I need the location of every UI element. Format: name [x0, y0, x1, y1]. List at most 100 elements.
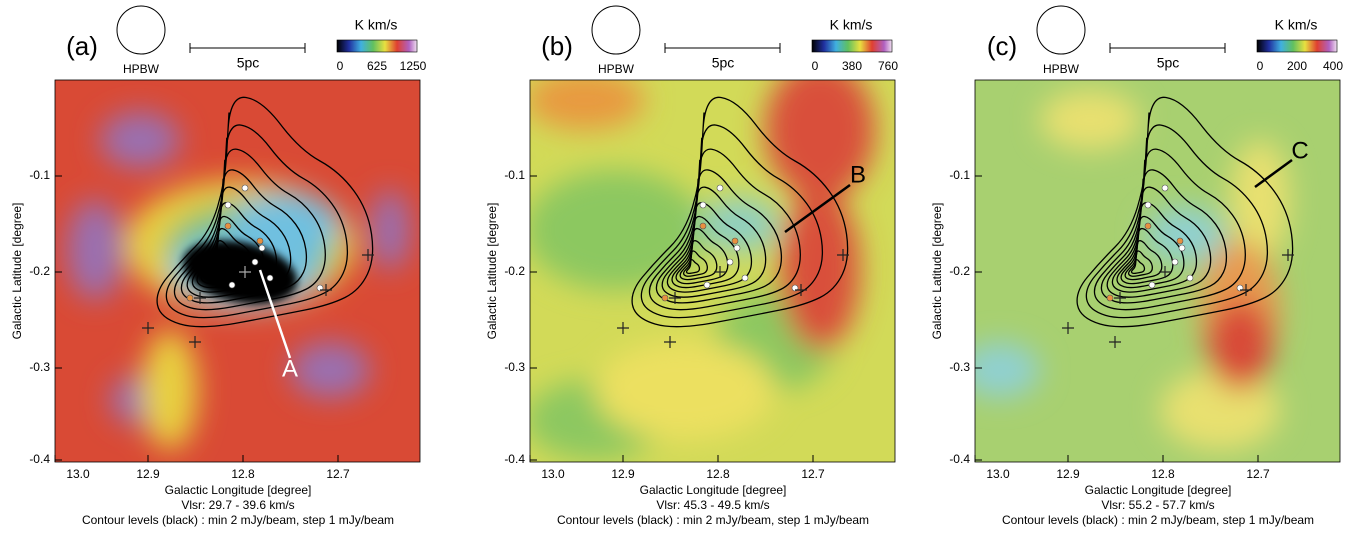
y-tick-label: -0.1 — [949, 168, 970, 182]
source-cross — [1114, 292, 1126, 304]
source-marker — [1144, 201, 1152, 209]
source-marker — [241, 184, 249, 192]
colorbar-tick-label: 760 — [878, 59, 898, 73]
x-tick-label: 13.0 — [986, 467, 1010, 481]
emission-blob — [100, 112, 180, 168]
contour — [679, 240, 718, 281]
y-tick-label: -0.1 — [504, 168, 525, 182]
colorbar — [336, 39, 418, 53]
contour — [165, 124, 349, 319]
annotation-label: C — [1291, 137, 1308, 164]
map-background — [975, 80, 1340, 462]
emission-blob — [595, 340, 775, 440]
contour — [173, 148, 326, 311]
scale-label: 5pc — [712, 55, 735, 71]
emission-blob — [1040, 90, 1140, 150]
source-marker — [699, 201, 707, 209]
source-marker — [1106, 294, 1114, 302]
source-marker — [1144, 222, 1152, 230]
map-frame — [974, 79, 1341, 463]
panel-label: (c) — [987, 31, 1017, 61]
source-marker — [699, 222, 707, 230]
contour — [186, 186, 292, 298]
contour — [1120, 227, 1174, 285]
source-cross — [142, 322, 154, 334]
scale-label: 5pc — [1157, 55, 1180, 71]
source-marker — [251, 258, 259, 266]
colorbar — [811, 39, 893, 53]
x-axis-title: Galactic Longitude [degree] — [1085, 483, 1232, 497]
x-tick-label: 12.8 — [1151, 467, 1175, 481]
contour — [1085, 124, 1269, 319]
emission-blob — [1208, 300, 1272, 390]
x-tick-label: 12.9 — [1056, 467, 1080, 481]
panel: B (b) HPBW 5pc K km/s 0 380 760 13.0 12.9 12.8 12.7… — [485, 5, 898, 527]
annotation-label: A — [282, 355, 298, 382]
beam-label: HPBW — [1043, 62, 1080, 76]
scale-bar — [664, 43, 781, 53]
map — [530, 80, 895, 462]
x-tick-label: 12.7 — [801, 467, 825, 481]
contour — [204, 240, 243, 281]
source-marker — [1148, 281, 1156, 289]
contour — [675, 227, 729, 285]
scale-bar — [189, 43, 306, 53]
source-cross — [320, 284, 332, 296]
contour — [1106, 186, 1212, 298]
emission-blob — [530, 80, 645, 130]
annotation-line — [1254, 158, 1293, 189]
source-cross — [669, 292, 681, 304]
x-tick-label: 12.8 — [706, 467, 730, 481]
source-marker — [731, 237, 739, 245]
velocity-range: Vlsr: 45.3 - 49.5 km/s — [656, 498, 769, 512]
panel: A (a) HPBW 5pc K km/s 0 625 1250 13.0 12.9 12.8 12.… — [10, 5, 427, 527]
source-marker — [258, 244, 266, 252]
source-marker — [741, 274, 749, 282]
source-marker — [716, 184, 724, 192]
source-marker — [224, 201, 232, 209]
emission-blob — [1160, 370, 1280, 450]
map — [975, 80, 1340, 462]
contour — [1076, 96, 1294, 328]
contour — [156, 96, 374, 328]
x-tick-label: 12.9 — [136, 467, 160, 481]
contour — [207, 250, 233, 277]
map-frame — [529, 79, 896, 463]
colorbar-tick-label: 0 — [337, 59, 344, 73]
beam-label: HPBW — [598, 62, 635, 76]
emission-blob — [700, 197, 780, 253]
y-tick-label: -0.2 — [29, 264, 50, 278]
source-cross — [1062, 322, 1074, 334]
colorbar-tick-label: 625 — [367, 59, 387, 73]
colorbar-tick-label: 400 — [1323, 59, 1343, 73]
contour — [685, 258, 701, 275]
x-axis-title: Galactic Longitude [degree] — [640, 483, 787, 497]
colorbar — [1256, 39, 1338, 53]
source-cross — [664, 336, 676, 348]
velocity-range: Vlsr: 55.2 - 57.7 km/s — [1101, 498, 1214, 512]
contour — [1093, 148, 1246, 311]
colorbar-tick-label: 0 — [1257, 59, 1264, 73]
panel-label: (b) — [541, 31, 573, 61]
x-tick-label: 12.7 — [326, 467, 350, 481]
y-tick-label: -0.4 — [29, 452, 50, 466]
contour — [1100, 169, 1228, 304]
source-marker — [1171, 258, 1179, 266]
emission — [530, 80, 875, 460]
contour — [631, 96, 849, 328]
emission-blob — [142, 330, 198, 450]
colorbar-tick-label: 0 — [812, 59, 819, 73]
y-tick-label: -0.3 — [29, 360, 50, 374]
x-tick-label: 13.0 — [66, 467, 90, 481]
contour — [196, 215, 265, 289]
contour — [648, 148, 801, 311]
contour — [655, 169, 783, 304]
contour — [671, 215, 740, 289]
source-marker — [726, 258, 734, 266]
source-marker — [733, 244, 741, 252]
contour — [191, 202, 278, 293]
emission-blob — [370, 190, 410, 270]
contour — [1111, 202, 1198, 293]
source-marker — [256, 237, 264, 245]
x-axis-title: Galactic Longitude [degree] — [165, 483, 312, 497]
